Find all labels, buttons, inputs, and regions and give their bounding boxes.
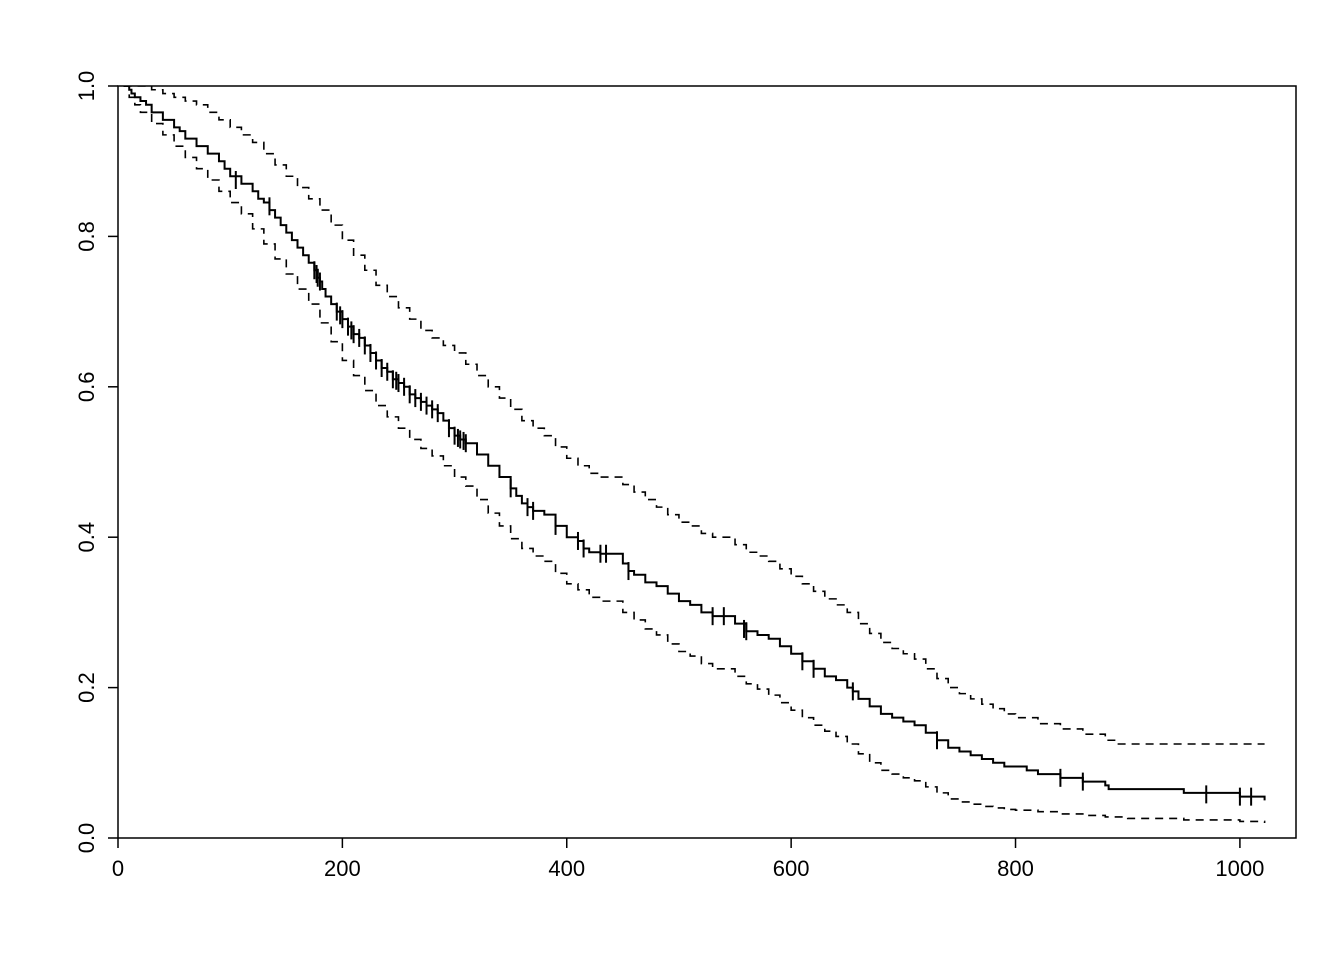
x-tick-label: 0 [112,856,124,881]
y-tick-label: 1.0 [74,71,99,102]
y-tick-label: 0.8 [74,221,99,252]
chart-bg [0,0,1344,960]
y-tick-label: 0.2 [74,672,99,703]
x-tick-label: 800 [997,856,1034,881]
y-tick-label: 0.0 [74,823,99,854]
x-tick-label: 200 [324,856,361,881]
chart-svg: 0 200 400 600 800 1000 0.0 0.2 0.4 0.6 0.8 1.0 [0,0,1344,960]
y-tick-label: 0.6 [74,372,99,403]
y-tick-label: 0.4 [74,522,99,553]
survival-chart: 0 200 400 600 800 1000 0.0 0.2 0.4 0.6 0.8 1.0 [0,0,1344,960]
x-tick-label: 400 [548,856,585,881]
x-tick-label: 1000 [1215,856,1264,881]
x-tick-label: 600 [773,856,810,881]
